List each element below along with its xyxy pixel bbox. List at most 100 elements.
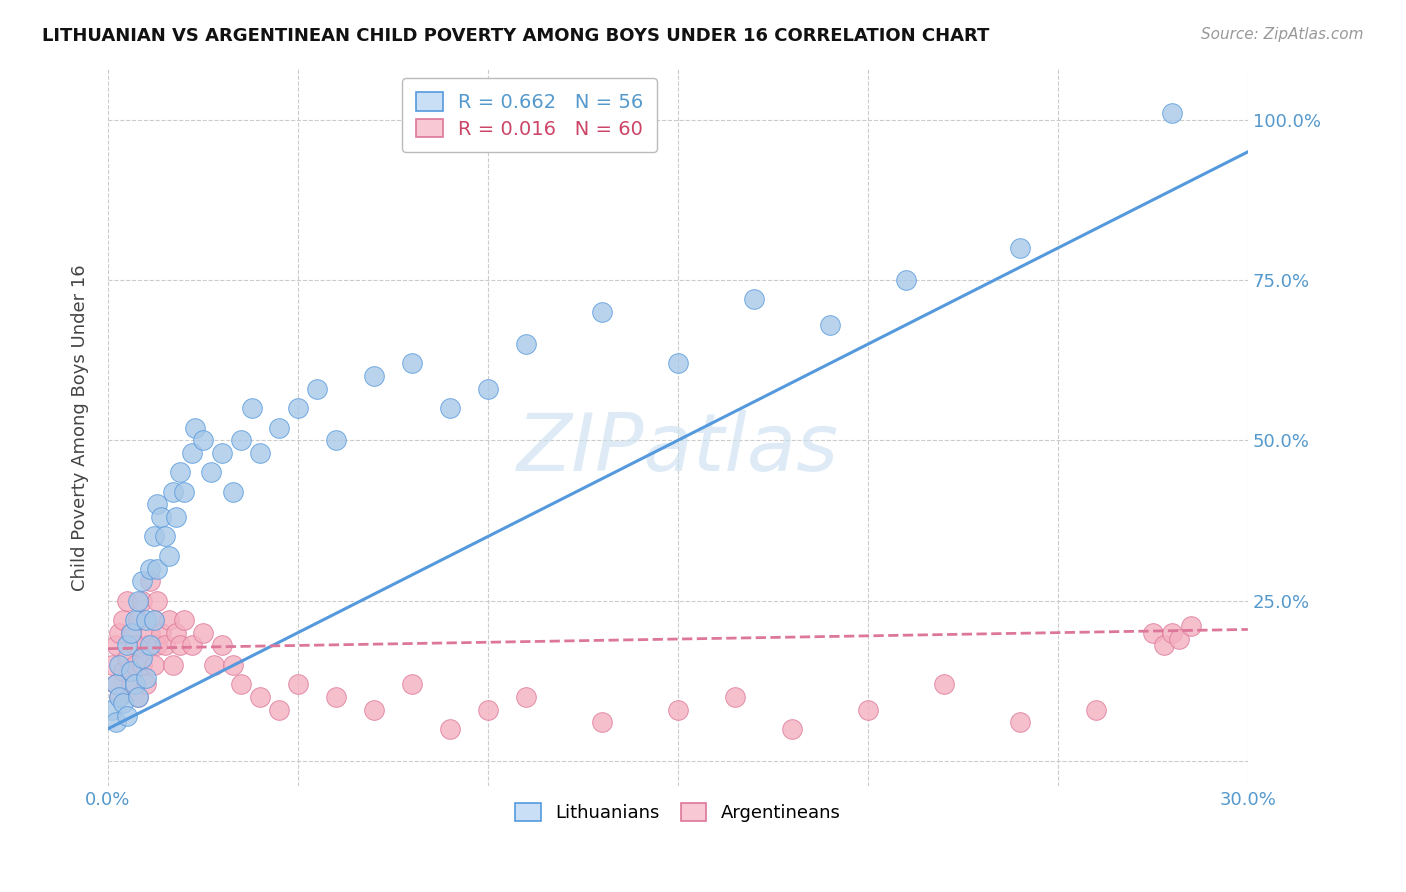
Point (666, 702, 689, 716)
Point (1008, 715, 1031, 730)
Point (267, 420, 290, 434)
Point (363, 369, 385, 384)
Point (325, 434, 347, 448)
Point (894, 273, 917, 287)
Point (222, 484, 245, 499)
Point (932, 677, 955, 691)
Point (818, 318, 841, 332)
Point (1180, 619, 1202, 633)
Point (162, 484, 184, 499)
Text: LITHUANIAN VS ARGENTINEAN CHILD POVERTY AMONG BOYS UNDER 16 CORRELATION CHART: LITHUANIAN VS ARGENTINEAN CHILD POVERTY … (42, 27, 990, 45)
Point (1142, 625, 1164, 640)
Point (267, 702, 290, 716)
Point (191, 625, 214, 640)
Point (325, 690, 347, 704)
Point (229, 434, 252, 448)
Point (124, 677, 146, 691)
Point (173, 484, 195, 499)
Point (477, 382, 499, 396)
Point (108, 625, 131, 640)
Point (142, 657, 165, 672)
Point (1160, 625, 1182, 640)
Point (115, 639, 138, 653)
Point (249, 690, 271, 704)
Point (127, 690, 149, 704)
Point (124, 613, 146, 627)
Point (108, 657, 131, 672)
Point (401, 677, 423, 691)
Point (104, 639, 127, 653)
Y-axis label: Child Poverty Among Boys Under 16: Child Poverty Among Boys Under 16 (72, 264, 89, 591)
Point (856, 702, 879, 716)
Point (153, 529, 176, 543)
Point (591, 715, 613, 730)
Point (146, 593, 169, 607)
Point (515, 690, 537, 704)
Point (146, 497, 169, 511)
Point (287, 677, 309, 691)
Point (724, 690, 747, 704)
Point (104, 715, 127, 730)
Point (112, 696, 135, 710)
Point (191, 434, 214, 448)
Point (135, 677, 157, 691)
Point (169, 466, 191, 480)
Point (515, 337, 537, 351)
Point (287, 401, 309, 416)
Point (112, 664, 135, 678)
Point (146, 639, 169, 653)
Point (115, 709, 138, 723)
Point (115, 593, 138, 607)
Point (742, 293, 765, 307)
Point (142, 613, 165, 627)
Point (1160, 106, 1182, 120)
Point (108, 690, 131, 704)
Point (1008, 241, 1031, 255)
Point (146, 561, 169, 575)
Point (104, 677, 127, 691)
Point (120, 625, 142, 640)
Point (202, 657, 225, 672)
Point (211, 639, 233, 653)
Point (200, 466, 222, 480)
Point (439, 401, 461, 416)
Point (666, 356, 689, 370)
Point (127, 613, 149, 627)
Point (101, 657, 124, 672)
Point (153, 639, 176, 653)
Point (162, 657, 184, 672)
Point (131, 593, 153, 607)
Text: ZIPatlas: ZIPatlas (517, 410, 839, 488)
Point (591, 305, 613, 319)
Point (108, 690, 131, 704)
Point (142, 613, 165, 627)
Point (249, 446, 271, 460)
Point (780, 722, 803, 736)
Point (120, 677, 142, 691)
Point (127, 690, 149, 704)
Point (142, 529, 165, 543)
Point (157, 549, 180, 563)
Point (139, 639, 162, 653)
Point (131, 574, 153, 589)
Text: Source: ZipAtlas.com: Source: ZipAtlas.com (1201, 27, 1364, 42)
Point (305, 382, 328, 396)
Point (124, 639, 146, 653)
Point (135, 639, 157, 653)
Point (439, 722, 461, 736)
Point (240, 401, 263, 416)
Point (169, 639, 191, 653)
Point (131, 657, 153, 672)
Point (139, 574, 162, 589)
Point (139, 561, 162, 575)
Point (401, 356, 423, 370)
Point (180, 446, 202, 460)
Legend: Lithuanians, Argentineans: Lithuanians, Argentineans (502, 791, 853, 835)
Point (135, 671, 157, 685)
Point (150, 510, 173, 524)
Point (1168, 632, 1191, 646)
Point (222, 657, 245, 672)
Point (120, 664, 142, 678)
Point (101, 702, 124, 716)
Point (139, 625, 162, 640)
